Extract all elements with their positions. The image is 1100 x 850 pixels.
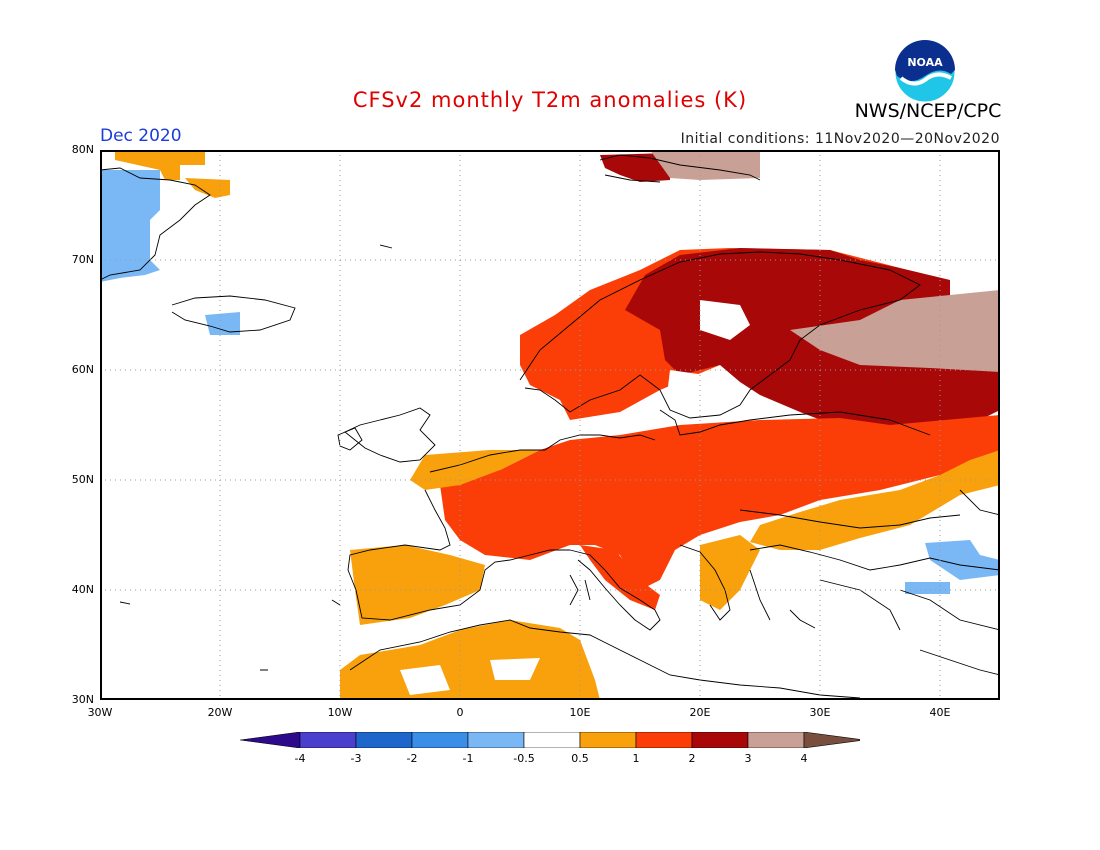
colorbar-label: 1	[632, 752, 640, 765]
colorbar-label: 2	[688, 752, 696, 765]
lon-label-20w: 20W	[207, 706, 233, 719]
map-frame	[100, 150, 1000, 700]
colorbar-bin	[299, 732, 357, 748]
colorbar-bin	[635, 732, 693, 748]
anomaly-fill	[100, 150, 1000, 700]
logo-text: NOAA	[907, 56, 943, 69]
colorbar-label: 3	[744, 752, 752, 765]
agency-label: NWS/NCEP/CPC	[854, 100, 1002, 122]
colorbar	[240, 732, 860, 748]
colorbar-bin	[747, 732, 805, 748]
lon-label-10e: 10E	[569, 706, 591, 719]
colorbar-arrow-low	[240, 732, 301, 748]
lon-label-20e: 20E	[689, 706, 711, 719]
lat-label-70n: 70N	[71, 253, 94, 266]
lon-label-30e: 30E	[809, 706, 831, 719]
colorbar-label: -0.5	[513, 752, 535, 765]
colorbar-label: 0.5	[571, 752, 589, 765]
anomaly-map	[100, 150, 1000, 700]
lat-label-80n: 80N	[71, 143, 94, 156]
colorbar-bin	[467, 732, 525, 748]
colorbar-bin	[523, 732, 581, 748]
colorbar-label: -3	[350, 752, 362, 765]
noaa-logo: NOAA	[894, 40, 956, 103]
initial-conditions: Initial conditions: 11Nov2020—20Nov2020	[680, 131, 1000, 147]
lon-label-0: 0	[456, 706, 464, 719]
colorbar-label: -2	[406, 752, 418, 765]
lon-label-10w: 10W	[327, 706, 353, 719]
colorbar-bin	[691, 732, 749, 748]
colorbar-label: 4	[800, 752, 808, 765]
valid-month: Dec 2020	[100, 126, 182, 146]
lat-label-40n: 40N	[71, 583, 94, 596]
colorbar-bin	[411, 732, 469, 748]
colorbar-arrow-high	[803, 732, 860, 748]
graticule	[100, 150, 1000, 700]
colorbar-bin	[579, 732, 637, 748]
lat-label-60n: 60N	[71, 363, 94, 376]
colorbar-bin	[355, 732, 413, 748]
map-title: CFSv2 monthly T2m anomalies (K)	[352, 88, 748, 112]
colorbar-label: -1	[462, 752, 474, 765]
lon-label-30w: 30W	[87, 706, 113, 719]
colorbar-label: -4	[294, 752, 306, 765]
lat-label-50n: 50N	[71, 473, 94, 486]
lon-label-40e: 40E	[929, 706, 951, 719]
lat-label-30n: 30N	[71, 693, 94, 706]
